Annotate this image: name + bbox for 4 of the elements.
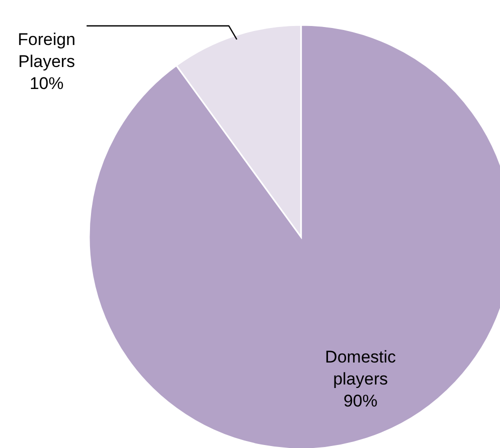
slice-label: Foreign Players: [18, 30, 76, 71]
slice-label: Domestic players: [325, 348, 396, 389]
data-label: 90%: [343, 392, 378, 411]
data-label: 10%: [30, 74, 64, 93]
